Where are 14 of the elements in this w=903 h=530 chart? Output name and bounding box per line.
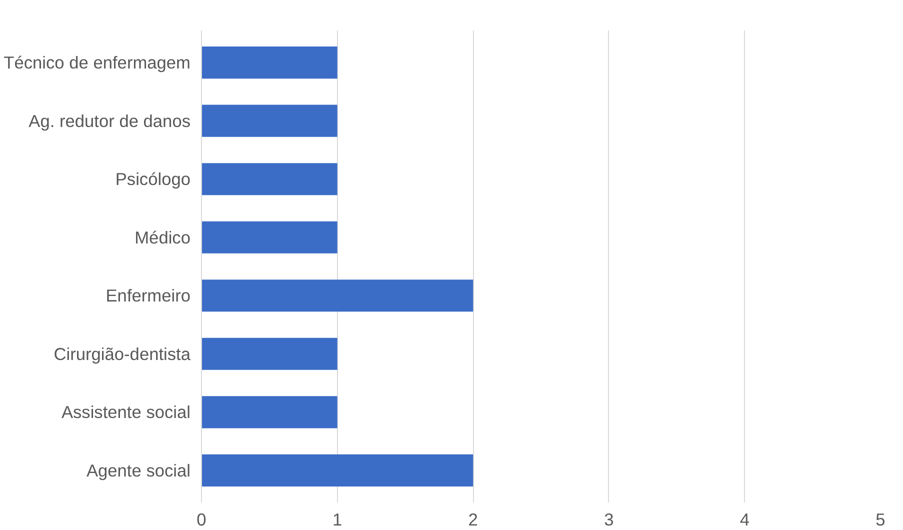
x-tick-label: 2 — [468, 510, 478, 530]
y-tick-label: Enfermeiro — [106, 286, 191, 306]
y-tick-label: Ag. redutor de danos — [28, 110, 191, 131]
x-tick-label: 0 — [196, 510, 206, 530]
y-tick-label: Agente social — [86, 460, 191, 480]
y-tick-label: Médico — [134, 227, 191, 248]
y-tick-label: Assistente social — [61, 402, 191, 422]
x-tick-label: 5 — [876, 510, 886, 530]
x-tick-label: 1 — [332, 510, 342, 530]
x-tick-label: 4 — [740, 510, 750, 530]
y-tick-label: Técnico de enfermagem — [4, 52, 191, 73]
y-tick-label: Cirurgião-dentista — [54, 344, 191, 364]
x-tick-label: 3 — [604, 510, 614, 530]
y-tick-label: Psicólogo — [115, 169, 191, 190]
